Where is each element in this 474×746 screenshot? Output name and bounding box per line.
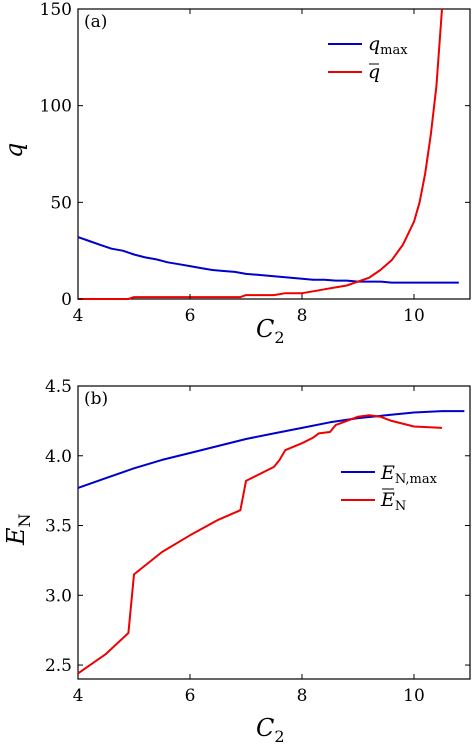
panel-b-y-tick-label: 3.5 (45, 517, 72, 537)
panel-a-x-tick-label: 10 (403, 306, 425, 326)
panel-b-y-tick-label: 4.5 (45, 377, 72, 397)
panel-a-x-tick-label: 8 (297, 306, 308, 326)
panel-b-x-tick-label: 4 (73, 686, 84, 706)
panel-b-series-max-line (77, 410, 465, 489)
panel-a-x-tick-label: 4 (73, 306, 84, 326)
panel-b-y-tick-label: 4.0 (45, 447, 72, 467)
panel-b-label: (b) (84, 389, 108, 409)
panel-a-frame (77, 8, 471, 300)
legend-b-enmax-label: EN,max (380, 462, 438, 487)
panel-b: 4 6 8 10 2.5 3.0 3.5 4.0 4.5 (b) C2 EN EN,max EN (2, 377, 471, 746)
panel-a-x-tick-label: 6 (185, 306, 196, 326)
panel-a-x-axis-label: C2 (256, 315, 285, 347)
panel-b-x-tick-label: 10 (403, 686, 425, 706)
panel-b-y-axis-label: EN (2, 513, 34, 546)
panel-b-y-tick-label: 2.5 (45, 656, 72, 676)
panel-b-curves (77, 410, 465, 675)
panel-b-series-mean-line (77, 414, 443, 675)
panel-a-y-axis-label: q (0, 143, 28, 158)
panel-a-legend: qmax q (328, 33, 408, 83)
panel-a-y-tick-label: 0 (61, 290, 72, 310)
panel-a-label: (a) (84, 12, 107, 32)
panel-a-y-tick-label: 100 (40, 97, 72, 117)
legend-a-qmax-label: qmax (368, 33, 408, 58)
panel-a-series-mean-line (78, 8, 443, 300)
panel-b-frame (77, 385, 471, 680)
panel-a-y-tick-label: 50 (50, 193, 72, 213)
panel-b-x-tick-label: 8 (297, 686, 308, 706)
panel-b-ticks: 4 6 8 10 2.5 3.0 3.5 4.0 4.5 (45, 377, 470, 706)
legend-b-enbar-label: EN (380, 489, 406, 514)
panel-b-legend: EN,max EN (341, 462, 438, 514)
panel-a-series-max-line (77, 236, 459, 284)
panel-b-y-tick-label: 3.0 (45, 586, 72, 606)
panel-a-curves (77, 8, 459, 300)
panel-a-y-tick-label: 150 (40, 0, 72, 20)
panel-b-x-tick-label: 6 (185, 686, 196, 706)
legend-a-qbar-label: q (368, 61, 380, 83)
panel-b-x-axis-label: C2 (256, 714, 285, 746)
